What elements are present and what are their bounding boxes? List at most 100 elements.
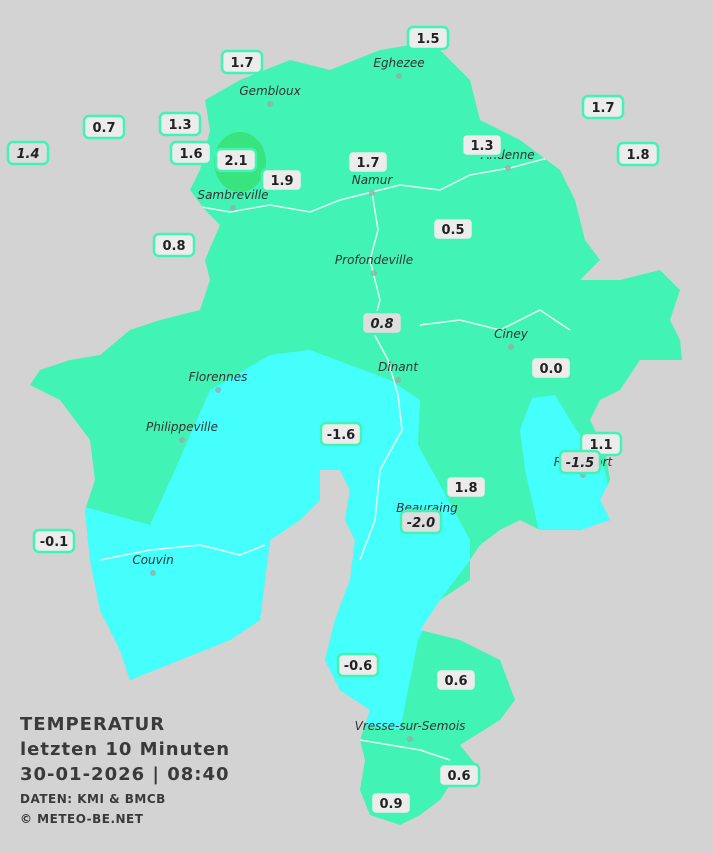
- station-box: [406, 25, 450, 51]
- station-box: [558, 449, 602, 475]
- city-dot: [508, 344, 514, 350]
- station: -0.1: [32, 528, 76, 554]
- station-reading: 1.4: [16, 147, 39, 162]
- station-reading: 0.6: [444, 674, 467, 689]
- station-reading: 1.7: [356, 156, 379, 171]
- cold-zone: [60, 350, 470, 730]
- station: 0.6: [437, 762, 481, 788]
- station-box: [32, 528, 76, 554]
- city-dot: [396, 73, 402, 79]
- station: 1.8: [616, 141, 660, 167]
- station-reading: 1.3: [168, 118, 191, 133]
- station-reading: 1.7: [230, 56, 253, 71]
- station: -2.0: [399, 509, 443, 535]
- city-dot: [371, 270, 377, 276]
- legend-copyright: © METEO-BE.NET: [20, 812, 144, 826]
- station-box: [6, 140, 50, 166]
- station-reading: 0.6: [447, 769, 470, 784]
- station-box: [336, 652, 380, 678]
- city-dot: [267, 101, 273, 107]
- station-reading: 1.6: [179, 147, 202, 162]
- station-reading: 1.7: [591, 101, 614, 116]
- station-reading: -0.1: [40, 535, 68, 550]
- station: 1.5: [406, 25, 450, 51]
- legend: TEMPERATUR letzten 10 Minuten 30-01-2026…: [20, 714, 230, 826]
- station-box: [220, 49, 264, 75]
- station-box: [369, 790, 413, 816]
- legend-timestamp: 30-01-2026 | 08:40: [20, 764, 230, 785]
- station: 0.7: [82, 114, 126, 140]
- station-box: [260, 167, 304, 193]
- station-box: [437, 762, 481, 788]
- station: 0.5: [431, 216, 475, 242]
- city-label: Couvin: [132, 553, 173, 567]
- station-reading: 0.8: [162, 239, 185, 254]
- station-box: [444, 474, 488, 500]
- station-reading: 0.0: [539, 362, 562, 377]
- station-box: [581, 94, 625, 120]
- city-dot: [369, 190, 375, 196]
- city-label: Dinant: [378, 360, 419, 374]
- station-box: [152, 232, 196, 258]
- station-box: [360, 310, 404, 336]
- station: 1.9: [260, 167, 304, 193]
- legend-period: letzten 10 Minuten: [20, 739, 230, 760]
- station: 1.6: [169, 140, 213, 166]
- legend-title: TEMPERATUR: [20, 714, 165, 735]
- station: 1.8: [444, 474, 488, 500]
- station-reading: 1.8: [626, 148, 649, 163]
- city-label: Philippeville: [146, 420, 218, 434]
- station-reading: 0.5: [441, 223, 464, 238]
- station-reading: 1.3: [470, 139, 493, 154]
- station-box: [214, 147, 258, 173]
- station: 0.8: [360, 310, 404, 336]
- city-dot: [179, 437, 185, 443]
- city-dot: [395, 377, 401, 383]
- station-reading: 1.9: [270, 174, 293, 189]
- station-box: [431, 216, 475, 242]
- stations: 1.5 1.7 1.7 0.7 1.3 1.3 1.4 1.6 2.1 1.7 1.8 1.9 0.8 0…: [6, 25, 660, 816]
- station: -0.6: [336, 652, 380, 678]
- station-reading: 0.7: [92, 121, 115, 136]
- city-dot: [230, 205, 236, 211]
- station-box: [158, 111, 202, 137]
- city-label: Florennes: [189, 370, 248, 384]
- station: 1.3: [158, 111, 202, 137]
- city-label: Namur: [352, 173, 394, 187]
- station-box: [529, 355, 573, 381]
- station-reading: 0.9: [379, 797, 402, 812]
- city-dot: [505, 165, 511, 171]
- city-label: Eghezee: [373, 56, 424, 70]
- station-reading: 1.8: [454, 481, 477, 496]
- station: -1.6: [319, 421, 363, 447]
- station: 1.4: [6, 140, 50, 166]
- station: 1.7: [220, 49, 264, 75]
- station-reading: -0.6: [344, 659, 372, 674]
- station-box: [82, 114, 126, 140]
- station-reading: -1.5: [566, 456, 594, 471]
- city-label: Sambreville: [197, 188, 268, 202]
- station: 0.8: [152, 232, 196, 258]
- station: 1.7: [346, 149, 390, 175]
- station-reading: -1.6: [327, 428, 355, 443]
- station-box: [399, 509, 443, 535]
- station-reading: -2.0: [407, 516, 435, 531]
- station: 1.7: [581, 94, 625, 120]
- city-dot: [150, 570, 156, 576]
- station: 0.0: [529, 355, 573, 381]
- station: 1.1: [579, 431, 623, 457]
- city-label: Ciney: [494, 327, 529, 341]
- station: 1.3: [460, 132, 504, 158]
- station-box: [434, 667, 478, 693]
- station-box: [169, 140, 213, 166]
- city-label: Profondeville: [335, 253, 413, 267]
- legend-source: DATEN: KMI & BMCB: [20, 792, 166, 806]
- station-box: [616, 141, 660, 167]
- city-dot: [407, 736, 413, 742]
- city-label: Gembloux: [239, 84, 301, 98]
- station: 0.6: [434, 667, 478, 693]
- station-box: [346, 149, 390, 175]
- station-box: [319, 421, 363, 447]
- station-reading: 0.8: [370, 317, 393, 332]
